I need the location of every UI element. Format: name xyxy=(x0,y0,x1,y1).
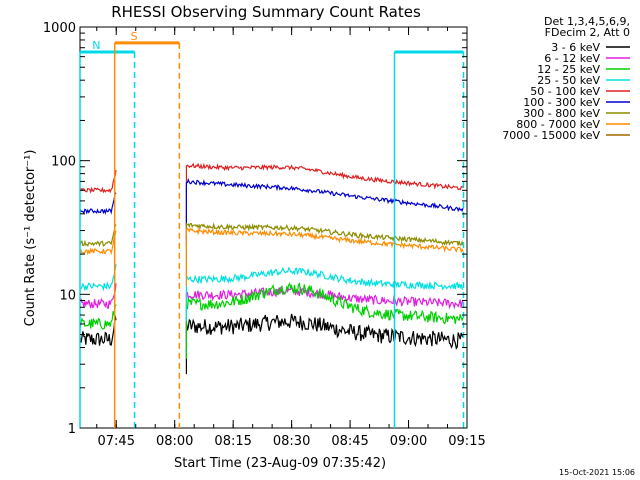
legend-label-2: 12 - 25 keV xyxy=(537,63,600,76)
y-tick-label-0: 1 xyxy=(68,422,76,437)
legend-label-0: 3 - 6 keV xyxy=(551,41,600,54)
series-line-3 xyxy=(79,264,464,321)
interval-label-1: S xyxy=(131,30,138,43)
x-tick-label-2: 08:15 xyxy=(214,434,251,449)
legend-header-1: FDecim 2, Att 0 xyxy=(545,26,630,39)
legend-header-0: Det 1,3,4,5,6,9, xyxy=(544,15,630,28)
plot-area: NS xyxy=(79,26,468,429)
legend-label-6: 300 - 800 keV xyxy=(523,107,600,120)
y-tick-label-1: 10 xyxy=(59,288,76,303)
x-tick-label-0: 07:45 xyxy=(98,434,135,449)
series-line-0 xyxy=(79,313,464,375)
legend-label-3: 25 - 50 keV xyxy=(537,74,600,87)
legend-label-5: 100 - 300 keV xyxy=(523,96,600,109)
interval-label-0: N xyxy=(92,39,100,52)
chart-title: RHESSI Observing Summary Count Rates xyxy=(111,3,421,21)
series-line-6 xyxy=(79,222,464,279)
timestamp-label: 15-Oct-2021 15:06 xyxy=(559,468,635,477)
series-line-2 xyxy=(79,282,464,359)
x-tick-label-1: 08:00 xyxy=(156,434,193,449)
y-axis-label: Count Rate (s⁻¹ detector⁻¹) xyxy=(23,150,38,327)
x-tick-label-6: 09:15 xyxy=(448,434,485,449)
series-line-4 xyxy=(79,162,464,225)
legend-label-7: 800 - 7000 keV xyxy=(516,118,600,131)
y-tick-label-2: 100 xyxy=(51,155,76,170)
x-axis-label: Start Time (23-Aug-09 07:35:42) xyxy=(174,456,386,471)
plot-frame xyxy=(79,26,468,429)
legend-label-1: 6 - 12 keV xyxy=(544,52,600,65)
y-tick-label-3: 1000 xyxy=(43,21,76,36)
series-line-1 xyxy=(79,283,464,339)
legend-label-4: 50 - 100 keV xyxy=(530,85,600,98)
legend: Det 1,3,4,5,6,9,FDecim 2, Att 0 3 - 6 keV… xyxy=(502,15,630,142)
series-line-7 xyxy=(79,227,464,286)
x-tick-label-3: 08:30 xyxy=(273,434,310,449)
axis-ticks: 07:45 08:00 08:15 08:30 08:45 09:00 09:15 1 10 10… xyxy=(43,21,486,449)
legend-label-8: 7000 - 15000 keV xyxy=(502,129,600,142)
x-tick-label-5: 09:00 xyxy=(390,434,427,449)
series-line-5 xyxy=(79,177,464,246)
x-tick-label-4: 08:45 xyxy=(331,434,368,449)
